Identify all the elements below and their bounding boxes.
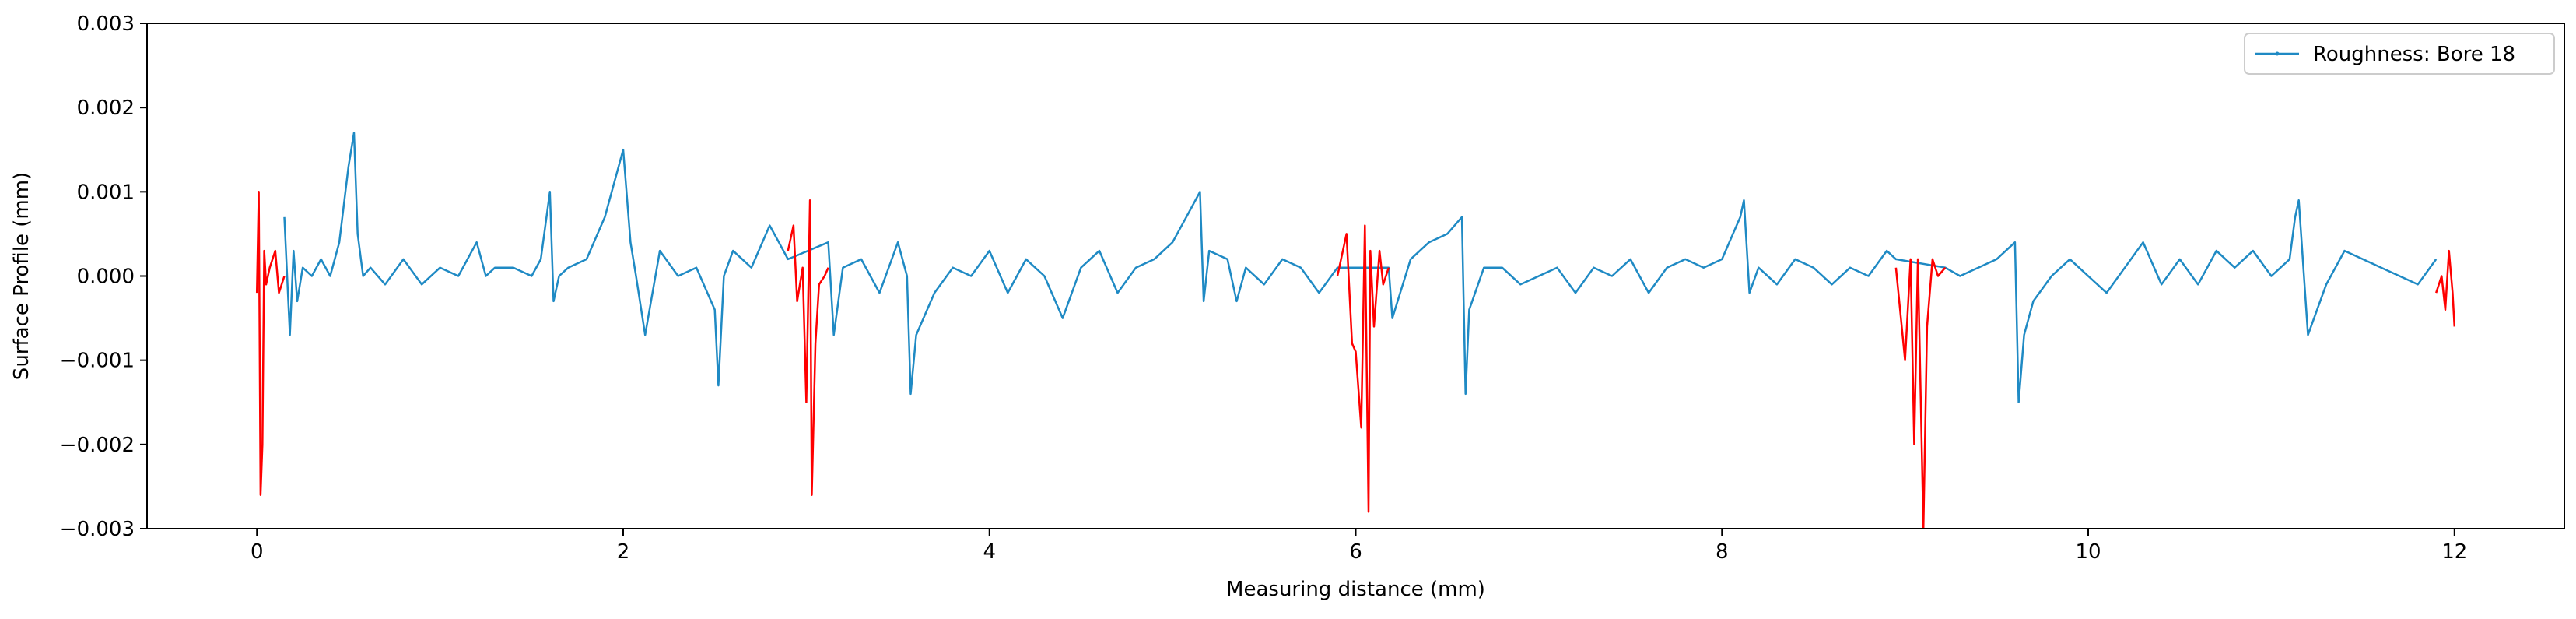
axes: 0 2 4 6 8 10 12 −0.003 −0.002 −0.001 0.000 0.001 0.0… xyxy=(60,12,2565,564)
plot-area xyxy=(255,132,2456,529)
y-tick-label-4: 0.001 xyxy=(77,181,135,204)
legend-marker xyxy=(2275,51,2280,56)
legend-box xyxy=(2244,33,2555,75)
y-axis-label: Surface Profile (mm) xyxy=(10,172,33,380)
x-tick-label-3: 6 xyxy=(1349,540,1362,564)
legend-label: Roughness: Bore 18 xyxy=(2313,43,2515,66)
y-tick-label-5: 0.002 xyxy=(77,97,135,120)
x-tick-label-5: 10 xyxy=(2075,540,2101,564)
series-highlight-segment-2 xyxy=(1336,224,1390,513)
x-tick-label-6: 12 xyxy=(2441,540,2467,564)
y-tick-label-3: 0.000 xyxy=(77,266,135,289)
x-axis-label: Measuring distance (mm) xyxy=(1226,578,1485,601)
series-highlight-segment-4 xyxy=(2435,249,2456,327)
y-tick-label-0: −0.003 xyxy=(60,518,135,541)
series-highlight-segment-1 xyxy=(787,199,829,496)
x-tick-label-1: 2 xyxy=(617,540,630,564)
series-highlight-segment-3 xyxy=(1894,258,1947,529)
x-tick-label-2: 4 xyxy=(983,540,996,564)
y-tick-label-6: 0.003 xyxy=(77,12,135,36)
y-tick-label-2: −0.001 xyxy=(60,350,135,373)
legend: Roughness: Bore 18 xyxy=(2244,33,2555,75)
x-tick-label-0: 0 xyxy=(251,540,264,564)
x-tick-label-4: 8 xyxy=(1716,540,1729,564)
series-highlight-segment-0 xyxy=(255,191,286,496)
series-group xyxy=(255,132,2456,529)
series-roughness-line xyxy=(283,132,2438,404)
y-tick-label-1: −0.002 xyxy=(60,434,135,457)
